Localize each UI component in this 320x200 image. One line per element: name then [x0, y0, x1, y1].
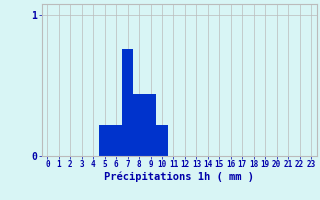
- Bar: [122, 49, 133, 156]
- X-axis label: Précipitations 1h ( mm ): Précipitations 1h ( mm ): [104, 172, 254, 182]
- Bar: [156, 125, 168, 156]
- Bar: [99, 125, 110, 156]
- Bar: [110, 125, 122, 156]
- Bar: [133, 94, 145, 156]
- Bar: [145, 94, 156, 156]
